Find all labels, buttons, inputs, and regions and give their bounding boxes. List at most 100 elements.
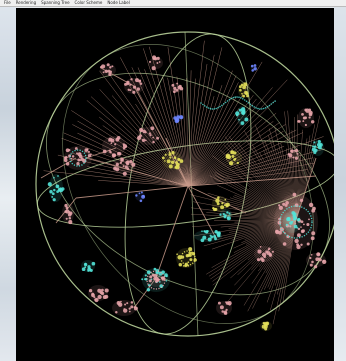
graph-edge xyxy=(282,219,297,302)
graph-node xyxy=(129,89,132,92)
graph-edge xyxy=(267,219,297,288)
graph-node xyxy=(217,106,219,109)
menu-color-scheme[interactable]: Color Scheme xyxy=(74,0,103,5)
graph-node xyxy=(110,138,115,143)
graph-node xyxy=(225,301,230,305)
graph-node xyxy=(241,92,243,95)
graph-node xyxy=(294,222,297,225)
graph-node xyxy=(305,108,310,113)
graph-node xyxy=(202,235,207,240)
graph-node xyxy=(115,162,119,167)
node-cluster xyxy=(102,136,126,156)
menu-rendering[interactable]: Rendering xyxy=(15,0,37,5)
graph-node xyxy=(156,56,160,61)
graph-node xyxy=(317,139,321,144)
graph-node xyxy=(126,162,130,166)
graph-node xyxy=(189,258,193,262)
graph-node xyxy=(68,210,71,214)
graph-node xyxy=(152,136,154,139)
graph-edge xyxy=(111,95,189,187)
graph-edge xyxy=(71,110,189,187)
graph-edge xyxy=(251,219,297,265)
graph-node xyxy=(308,116,311,119)
graph-node xyxy=(57,175,59,177)
graph-edge xyxy=(216,219,297,240)
graph-node xyxy=(245,100,248,103)
graph-node xyxy=(88,289,93,293)
graph-node xyxy=(278,205,283,210)
graph-node xyxy=(164,160,166,162)
graph-node xyxy=(176,115,180,119)
graph-node xyxy=(165,275,168,278)
graph-edge xyxy=(278,219,297,312)
graph-edge xyxy=(284,111,297,221)
graph-node xyxy=(284,203,288,207)
graph-node xyxy=(225,202,230,207)
graph-node xyxy=(290,149,294,153)
graph-node xyxy=(164,153,167,156)
graph-edge xyxy=(217,185,297,221)
graph-node xyxy=(111,65,114,68)
graph-node xyxy=(201,230,203,232)
desktop-background-left xyxy=(0,0,16,361)
graph-node xyxy=(301,229,305,233)
graph-node xyxy=(210,235,214,239)
graph-edge xyxy=(214,174,297,221)
graph-node xyxy=(97,294,102,300)
graph-node xyxy=(128,307,131,310)
graph-node xyxy=(238,85,242,89)
graph-node xyxy=(296,244,301,250)
graph-node xyxy=(126,302,129,305)
menu-spanning-tree[interactable]: Spanning Tree xyxy=(41,0,70,5)
graph-node xyxy=(102,71,105,74)
graph-node xyxy=(99,290,103,295)
graph-node xyxy=(308,110,313,115)
graph-node xyxy=(207,107,210,109)
graph-node xyxy=(102,149,107,154)
graph-node xyxy=(155,269,160,274)
graph-node xyxy=(309,263,313,267)
graph-canvas[interactable] xyxy=(16,8,334,361)
graph-edge xyxy=(269,219,297,290)
graph-node xyxy=(275,229,279,233)
graph-node xyxy=(314,148,318,152)
graph-edge xyxy=(187,75,237,187)
graph-node xyxy=(65,217,68,220)
graph-node xyxy=(264,107,267,109)
graph-node xyxy=(120,158,124,162)
graph-node xyxy=(166,159,171,164)
graph-node xyxy=(259,108,261,110)
hyperbolic-graph[interactable] xyxy=(16,8,334,361)
graph-edge xyxy=(268,135,297,221)
graph-edge xyxy=(133,85,189,187)
graph-node xyxy=(65,206,69,210)
graph-edge xyxy=(295,157,317,221)
graph-node xyxy=(132,85,137,89)
graph-node xyxy=(217,196,220,199)
graph-node xyxy=(306,222,310,227)
graph-node xyxy=(259,245,262,248)
graph-node xyxy=(76,152,78,155)
graph-node xyxy=(158,278,161,281)
node-clusters xyxy=(47,55,327,331)
graph-node xyxy=(225,153,230,158)
graph-edge xyxy=(257,162,297,221)
graph-edge xyxy=(254,124,297,221)
graph-node xyxy=(309,256,312,260)
graph-node xyxy=(122,165,125,168)
graph-node xyxy=(87,153,92,158)
graph-edge xyxy=(99,70,189,187)
menu-bar: File Rendering Spanning Tree Color Schem… xyxy=(0,0,346,7)
graph-node xyxy=(308,218,310,221)
graph-node xyxy=(148,279,152,283)
menu-file[interactable]: File xyxy=(4,0,11,5)
graph-node xyxy=(173,86,177,90)
graph-node xyxy=(257,107,259,110)
menu-node-label[interactable]: Node Label xyxy=(107,0,130,5)
graph-node xyxy=(289,221,293,225)
graph-node xyxy=(179,159,184,163)
graph-edge xyxy=(224,145,297,221)
graph-edge xyxy=(232,196,297,221)
graph-edge xyxy=(63,132,189,187)
graph-edge xyxy=(87,166,189,187)
